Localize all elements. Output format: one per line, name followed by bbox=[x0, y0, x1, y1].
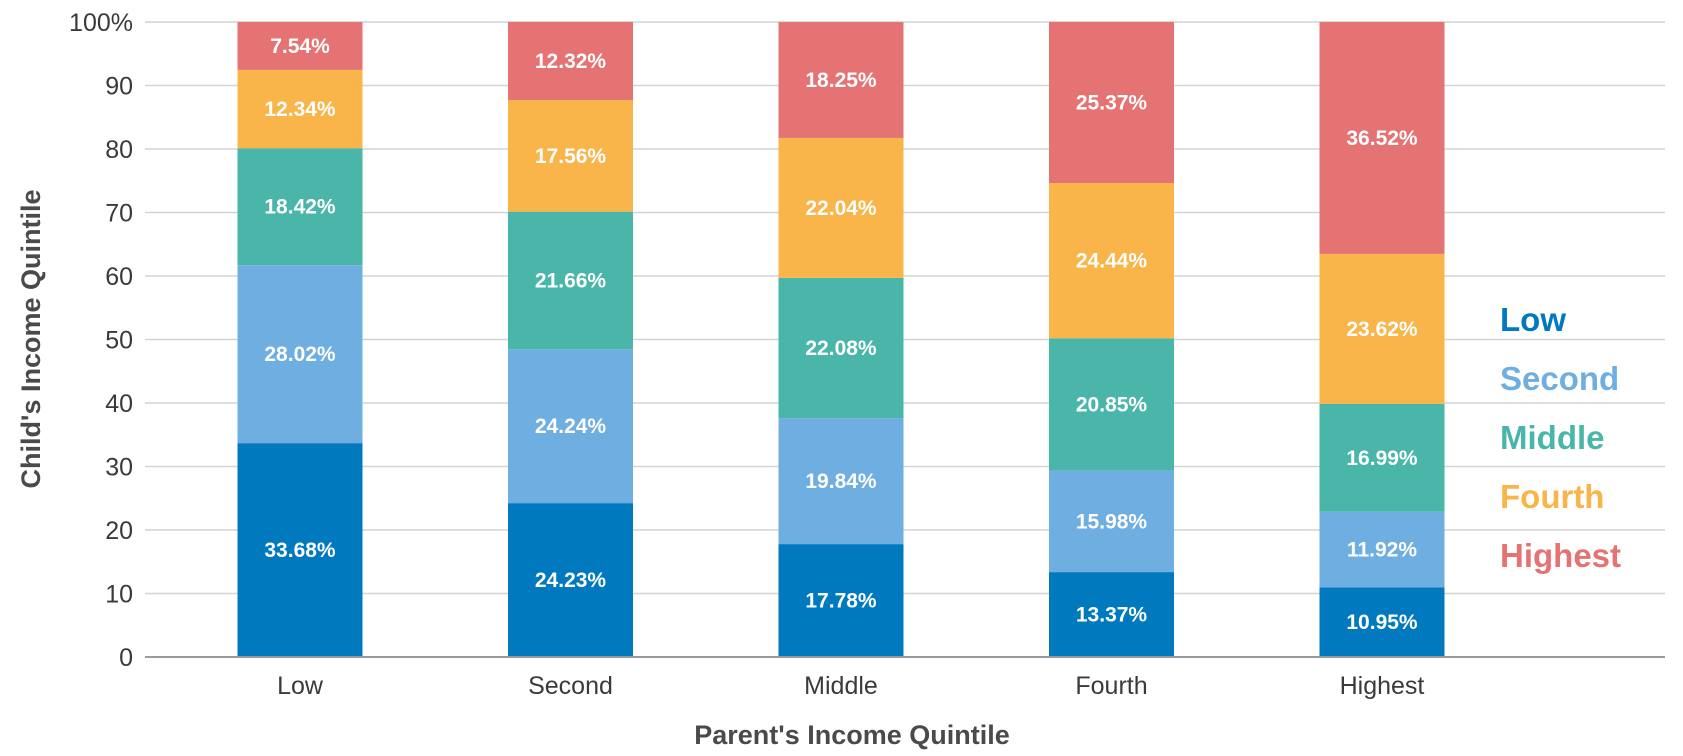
bar-segment bbox=[237, 265, 363, 444]
data-label: 12.34% bbox=[264, 98, 336, 121]
bar-segment bbox=[508, 211, 633, 350]
data-label: 28.02% bbox=[264, 343, 336, 366]
bar-segment bbox=[1319, 403, 1445, 512]
data-label: 20.85% bbox=[1076, 393, 1148, 416]
x-tick-label: Second bbox=[528, 672, 613, 700]
y-tick-label: 0 bbox=[119, 644, 133, 672]
x-tick-label: Fourth bbox=[1075, 672, 1147, 700]
data-label: 18.42% bbox=[264, 196, 336, 219]
data-label: 7.54% bbox=[270, 35, 330, 58]
bar-segment bbox=[1049, 470, 1174, 573]
bar-segment bbox=[237, 148, 363, 266]
x-axis-title: Parent's Income Quintile bbox=[694, 720, 1010, 750]
data-label: 22.04% bbox=[805, 197, 877, 220]
bar-segment bbox=[508, 100, 633, 212]
x-tick-label: Low bbox=[277, 672, 324, 700]
bar-segment bbox=[237, 22, 363, 70]
bar-segment bbox=[1049, 572, 1174, 657]
y-axis-ticks: 0 10 20 30 40 50 60 70 80 90 100% bbox=[69, 9, 133, 672]
data-label: 18.25% bbox=[805, 69, 877, 92]
x-tick-label: Highest bbox=[1340, 672, 1425, 700]
bar-segment bbox=[508, 503, 633, 657]
bar-segment bbox=[237, 443, 363, 657]
y-axis-title: Child's Income Quintile bbox=[16, 190, 46, 489]
bar-segment bbox=[1319, 253, 1445, 404]
bar-segment bbox=[1319, 511, 1445, 588]
data-label: 19.84% bbox=[805, 470, 877, 493]
data-label: 36.52% bbox=[1346, 127, 1418, 150]
bar-segment bbox=[237, 69, 363, 149]
bar-segment bbox=[778, 418, 904, 545]
data-label: 12.32% bbox=[535, 50, 607, 73]
data-label: 33.68% bbox=[264, 539, 336, 562]
data-label: 24.24% bbox=[535, 415, 607, 438]
data-label: 16.99% bbox=[1346, 447, 1418, 470]
bar-segment bbox=[778, 137, 904, 278]
data-label: 13.37% bbox=[1076, 604, 1148, 627]
bar-segment bbox=[1319, 22, 1445, 254]
bar-segment bbox=[1049, 338, 1174, 471]
legend-item-fourth: Fourth bbox=[1500, 478, 1604, 515]
legend-item-second: Second bbox=[1500, 360, 1619, 397]
y-tick-label: 20 bbox=[105, 517, 133, 545]
data-label: 11.92% bbox=[1347, 539, 1417, 562]
bars bbox=[237, 21, 1445, 657]
y-tick-label: 40 bbox=[105, 390, 133, 418]
y-tick-label: 90 bbox=[105, 73, 133, 101]
y-tick-label: 50 bbox=[105, 327, 133, 355]
bar-segment bbox=[778, 544, 904, 657]
x-tick-label: Middle bbox=[804, 672, 878, 700]
legend-item-middle: Middle bbox=[1500, 419, 1605, 456]
data-label: 24.44% bbox=[1076, 250, 1148, 273]
data-label: 25.37% bbox=[1076, 91, 1148, 114]
legend-item-highest: Highest bbox=[1500, 537, 1621, 574]
y-tick-label: 30 bbox=[105, 454, 133, 482]
x-axis-ticks: Low Second Middle Fourth Highest bbox=[277, 672, 1424, 700]
data-label: 24.23% bbox=[535, 569, 607, 592]
bar-segment bbox=[1049, 21, 1174, 184]
y-tick-label: 100% bbox=[69, 9, 133, 37]
data-label: 22.08% bbox=[805, 337, 877, 360]
data-label: 23.62% bbox=[1346, 318, 1418, 341]
bar-segment bbox=[1049, 183, 1174, 339]
bar-segment bbox=[778, 277, 904, 419]
data-label: 17.78% bbox=[805, 590, 877, 613]
y-tick-label: 10 bbox=[105, 581, 133, 609]
legend: Low Second Middle Fourth Highest bbox=[1500, 301, 1621, 574]
legend-item-low: Low bbox=[1500, 301, 1566, 338]
data-label: 21.66% bbox=[535, 269, 607, 292]
bar-segment bbox=[1319, 587, 1445, 657]
y-tick-label: 80 bbox=[105, 136, 133, 164]
y-tick-label: 60 bbox=[105, 263, 133, 291]
data-label: 17.56% bbox=[535, 145, 607, 168]
bar-segment bbox=[508, 21, 633, 101]
y-tick-label: 70 bbox=[105, 200, 133, 228]
data-label: 15.98% bbox=[1076, 510, 1148, 533]
bar-segment bbox=[778, 22, 904, 138]
data-labels: 33.68% 28.02% 18.42% 12.34% 7.54% 24.23% 24.24… bbox=[264, 35, 1418, 634]
bar-segment bbox=[508, 349, 633, 504]
data-label: 10.95% bbox=[1346, 611, 1418, 634]
